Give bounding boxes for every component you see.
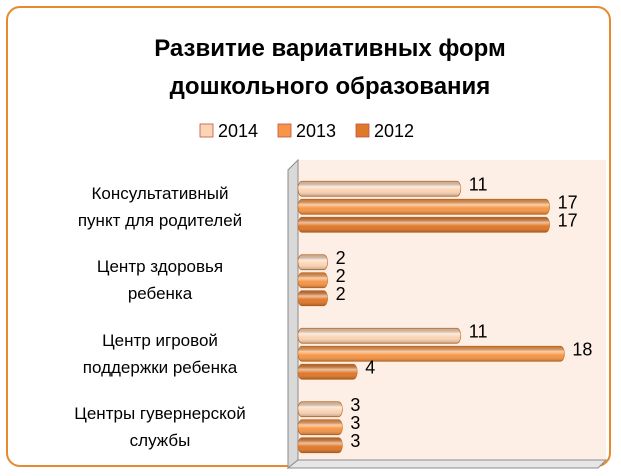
bar-shine <box>298 346 565 362</box>
y-tick-label: Центры гувернерской службы <box>74 404 246 451</box>
data-label: 3 <box>350 431 360 451</box>
data-label: 3 <box>350 395 360 415</box>
data-label: 11 <box>469 322 488 342</box>
bar-shine <box>298 437 343 453</box>
bar-shine <box>298 217 550 233</box>
data-label: 4 <box>365 358 375 378</box>
plot-background <box>298 160 606 460</box>
data-label: 2 <box>336 266 346 286</box>
bar-shine <box>298 290 328 306</box>
bar-shine <box>298 181 461 197</box>
data-label: 3 <box>350 413 360 433</box>
legend-swatch <box>355 123 370 138</box>
bar-shine <box>298 364 358 380</box>
plot-wall <box>287 158 299 470</box>
legend-label: 2012 <box>374 121 414 141</box>
data-label: 17 <box>558 193 578 213</box>
legend-label: 2013 <box>296 121 336 141</box>
bar-shine <box>298 328 461 344</box>
data-label: 17 <box>558 211 578 231</box>
data-label: 2 <box>336 248 346 268</box>
bar-shine <box>298 401 343 417</box>
legend-label: 2014 <box>218 121 258 141</box>
y-tick-label: Центр здоровья ребенка <box>96 257 224 304</box>
bar-shine <box>298 272 328 288</box>
data-label: 11 <box>469 175 488 195</box>
y-tick-label: Центр игровой поддержки ребенка <box>82 330 238 377</box>
y-tick-label: Консультативный пункт для родителей <box>77 183 243 230</box>
bar-shine <box>298 199 550 215</box>
legend-swatch <box>199 123 214 138</box>
bar-shine <box>298 419 343 435</box>
data-label: 2 <box>336 284 346 304</box>
plot-floor <box>286 459 608 469</box>
chart-title: Развитие вариативных форм дошкольного об… <box>154 35 506 100</box>
bar-shine <box>298 254 328 270</box>
data-label: 18 <box>572 340 592 360</box>
legend-swatch <box>277 123 292 138</box>
